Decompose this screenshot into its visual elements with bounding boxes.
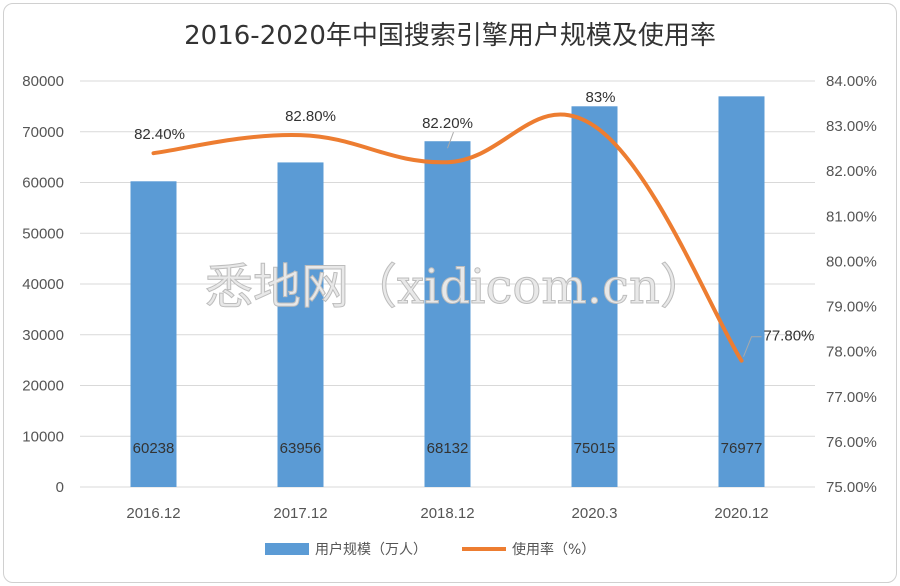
x-axis-tick-label: 2020.12 <box>714 505 768 522</box>
right-axis-tick-label: 76.00% <box>826 434 877 451</box>
line-point <box>153 152 154 154</box>
right-axis-tick-label: 78.00% <box>826 344 877 361</box>
leader-line <box>447 132 454 149</box>
right-axis-ticks: 75.00% 76.00% 77.00% 78.00% 79.00% 80.00% 81.0… <box>826 73 877 496</box>
bar-data-label: 63956 <box>280 440 322 457</box>
x-axis-tick-label: 2020.3 <box>572 505 618 522</box>
bar-series <box>130 96 765 488</box>
leader-line <box>743 336 762 357</box>
right-axis-tick-label: 84.00% <box>826 73 877 90</box>
left-axis-tick-label: 20000 <box>22 378 64 395</box>
right-axis-tick-label: 83.00% <box>826 118 877 135</box>
line-data-label: 77.80% <box>764 328 815 345</box>
line-point <box>447 161 448 163</box>
right-axis-tick-label: 82.00% <box>826 163 877 180</box>
x-axis-tick-label: 2017.12 <box>273 505 327 522</box>
bar <box>718 96 765 487</box>
line-series <box>151 112 744 363</box>
bar <box>424 141 471 487</box>
bar <box>277 162 324 488</box>
right-axis-tick-label: 79.00% <box>826 299 877 316</box>
bar-data-labels: 60238 63956 68132 75015 76977 <box>133 440 763 457</box>
bar-data-label: 68132 <box>427 440 469 457</box>
x-axis-tick-label: 2016.12 <box>126 505 180 522</box>
x-axis-tick-label: 2018.12 <box>420 505 474 522</box>
line-data-label: 82.80% <box>285 108 336 125</box>
line-data-label: 82.20% <box>422 115 473 132</box>
line-data-label: 82.40% <box>134 126 185 143</box>
bar-data-label: 76977 <box>721 440 763 457</box>
line-data-label: 83% <box>585 89 615 106</box>
left-axis-tick-label: 80000 <box>22 73 64 90</box>
legend: 用户规模（万人） 使用率（%） <box>265 541 595 558</box>
right-axis-tick-label: 80.00% <box>826 253 877 270</box>
bar <box>571 106 618 487</box>
left-axis-tick-label: 0 <box>56 479 64 496</box>
left-axis-tick-label: 30000 <box>22 327 64 344</box>
left-axis-tick-label: 40000 <box>22 276 64 293</box>
bar-data-label: 75015 <box>574 440 616 457</box>
line-data-labels: 82.40% 82.80% 82.20% 83% 77.80% <box>134 89 814 357</box>
right-axis-tick-label: 77.00% <box>826 389 877 406</box>
legend-line-label: 使用率（%） <box>512 541 595 558</box>
bar-data-label: 60238 <box>133 440 175 457</box>
x-axis-ticks: 2016.12 2017.12 2018.12 2020.3 2020.12 <box>126 505 768 522</box>
right-axis-tick-label: 75.00% <box>826 479 877 496</box>
left-axis-ticks: 0 10000 20000 30000 40000 50000 60000 70000 8000… <box>22 73 64 496</box>
left-axis-tick-label: 50000 <box>22 225 64 242</box>
legend-bar-label: 用户规模（万人） <box>315 541 427 558</box>
line-point <box>741 360 742 362</box>
line-point <box>300 134 301 136</box>
left-axis-tick-label: 10000 <box>22 428 64 445</box>
usage-rate-line <box>151 112 744 363</box>
left-axis-tick-label: 70000 <box>22 124 64 141</box>
chart-title: 2016-2020年中国搜索引擎用户规模及使用率 <box>184 21 716 51</box>
legend-bar-swatch <box>265 543 309 555</box>
left-axis-tick-label: 60000 <box>22 175 64 192</box>
bar <box>130 181 177 487</box>
right-axis-tick-label: 81.00% <box>826 208 877 225</box>
watermark: 悉地网（xidicom.cn） <box>205 259 708 315</box>
line-point <box>594 125 595 127</box>
